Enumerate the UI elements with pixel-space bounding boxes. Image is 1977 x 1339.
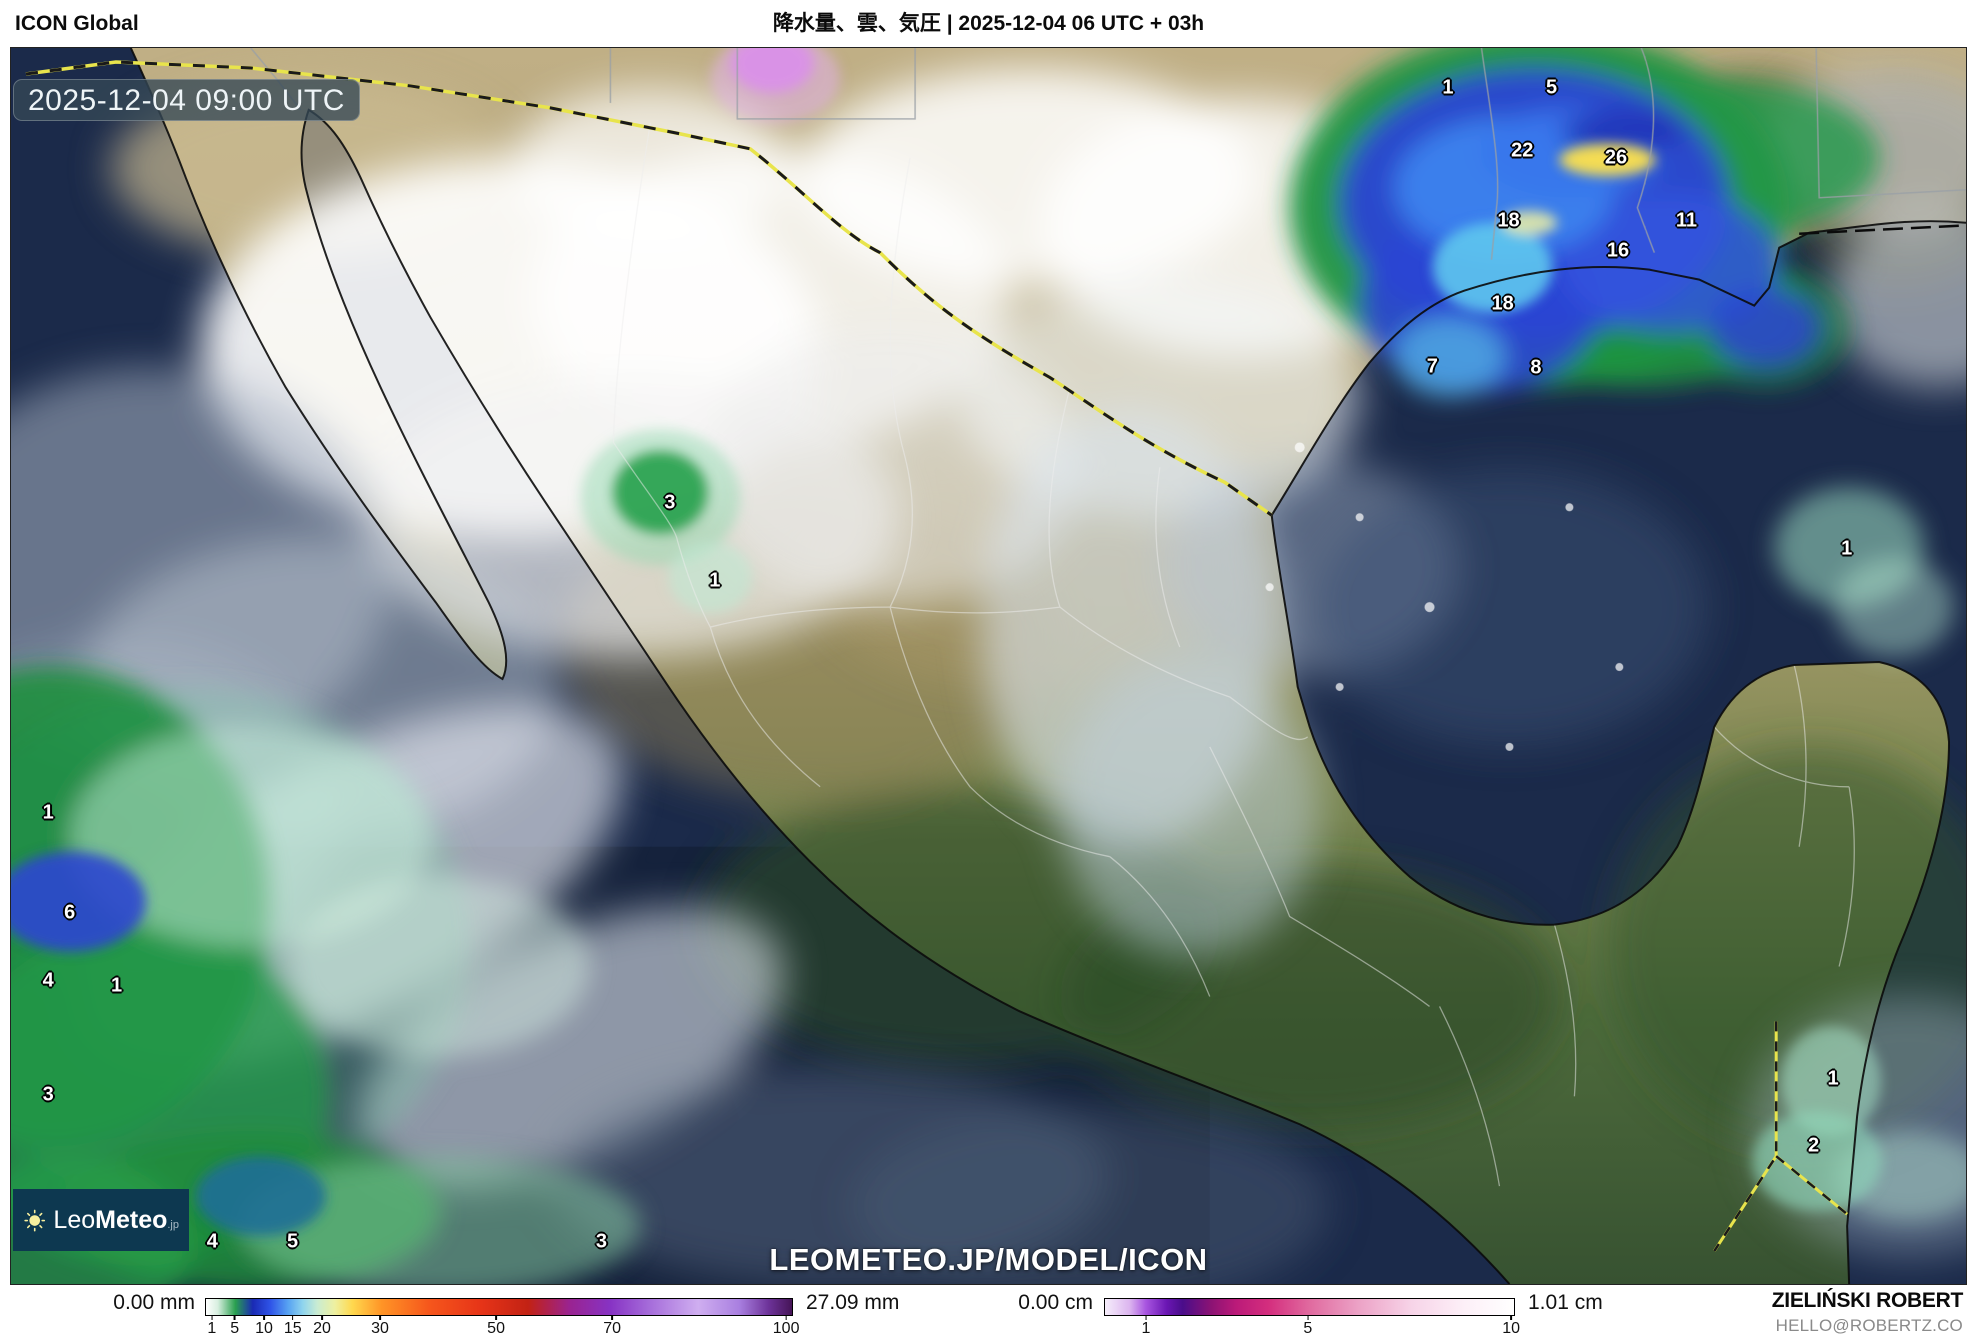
app-title: ICON Global	[15, 12, 139, 35]
precip-value-label: 26	[1604, 146, 1628, 169]
legend-tick-10: 10	[255, 1315, 273, 1337]
precip-value-label: 18	[1497, 209, 1520, 232]
legend-tick-1: 1	[1141, 1315, 1150, 1337]
legend-tick-50: 50	[487, 1315, 505, 1337]
weather-map: 1 5 22 26 18 11 16 18 7 8 3 1 1 1 6 4 1 3 4 5 3 1 2 2025-12-04…	[10, 47, 1967, 1285]
precip-value-label: 22	[1511, 139, 1534, 162]
mm-ticks: 1 5 10 15 20 30 50 70 100	[206, 1315, 799, 1339]
precip-value-label: 5	[1545, 76, 1558, 99]
precip-value-label: 11	[1675, 209, 1697, 232]
snow-cm-colorbar: 1 5 10	[1104, 1298, 1520, 1337]
precip-value-label: 3	[595, 1230, 607, 1253]
map-title: 降水量、雲、気圧 | 2025-12-04 06 UTC + 03h	[772, 12, 1205, 35]
precip-value-label: 16	[1606, 239, 1630, 262]
precip-value-label: 18	[1491, 292, 1514, 315]
logo-wordmark: LeoMeteo.jp	[53, 1205, 179, 1234]
cm-ticks: 1 5 10	[1105, 1315, 1520, 1339]
precip-value-label: 1	[709, 569, 721, 592]
watermark: LEOMETEO.JP/MODEL/ICON	[769, 1242, 1208, 1277]
value-labels-layer: 1 5 22 26 18 11 16 18 7 8 3 1 1 1 6 4 1 3 4 5 3 1 2	[11, 48, 1966, 1284]
sun-icon	[24, 1209, 46, 1232]
legend-tick-20: 20	[313, 1315, 331, 1337]
precip-value-label: 4	[206, 1230, 218, 1253]
precip-value-label: 1	[1827, 1067, 1839, 1090]
legend-footer: 0.00 mm 1 5 10 15 20 30 50 70 100 27.09 mm 0.00 …	[0, 1285, 1977, 1338]
precip-value-label: 1	[42, 801, 54, 824]
precip-value-label: 3	[42, 1083, 54, 1106]
legend-tick-5: 5	[1303, 1315, 1312, 1337]
precipitation-mm-colorbar: 1 5 10 15 20 30 50 70 100	[205, 1298, 799, 1337]
precip-value-label: 2	[1807, 1134, 1820, 1157]
timestamp-badge: 2025-12-04 09:00 UTC	[13, 79, 360, 121]
precip-value-label: 5	[286, 1230, 299, 1253]
legend-tick-10: 10	[1502, 1315, 1520, 1337]
legend-tick-5: 5	[230, 1315, 239, 1337]
precip-value-label: 1	[111, 974, 123, 997]
legend-tick-30: 30	[371, 1315, 389, 1337]
legend-tick-15: 15	[284, 1315, 302, 1337]
mm-min-label: 0.00 mm	[113, 1291, 195, 1314]
precip-value-label: 6	[64, 901, 76, 924]
header-bar: ICON Global 降水量、雲、気圧 | 2025-12-04 06 UTC…	[0, 0, 1977, 47]
precip-value-label: 1	[1442, 76, 1454, 99]
precip-value-label: 4	[42, 969, 54, 992]
leometeo-logo: LeoMeteo.jp	[13, 1189, 189, 1251]
cm-max-label: 1.01 cm	[1528, 1291, 1603, 1314]
precip-value-label: 8	[1530, 356, 1542, 379]
legend-tick-100: 100	[773, 1315, 799, 1337]
credit-email: HELLO@ROBERTZ.CO	[1775, 1316, 1963, 1335]
precip-value-label: 7	[1426, 355, 1438, 378]
credits: ZIELIŃSKI ROBERT HELLO@ROBERTZ.CO	[1771, 1289, 1964, 1336]
credit-name: ZIELIŃSKI ROBERT	[1771, 1289, 1964, 1312]
legend-tick-1: 1	[207, 1315, 216, 1337]
cm-min-label: 0.00 cm	[1018, 1291, 1093, 1314]
legend-tick-70: 70	[603, 1315, 621, 1337]
precip-value-label: 1	[1841, 537, 1853, 560]
precip-value-label: 3	[664, 491, 676, 514]
mm-max-label: 27.09 mm	[806, 1291, 900, 1314]
map-graphic	[11, 48, 1966, 1284]
